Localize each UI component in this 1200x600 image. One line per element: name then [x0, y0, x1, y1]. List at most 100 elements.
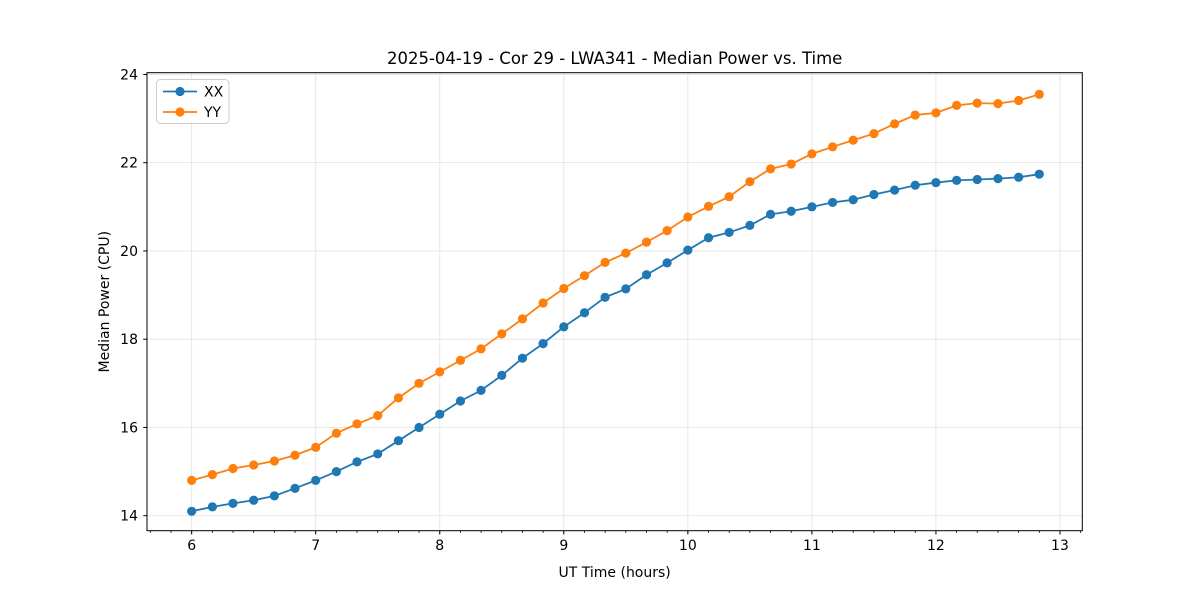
data-point — [352, 419, 362, 429]
data-point — [600, 292, 610, 302]
data-point — [890, 119, 900, 129]
y-tick-label: 20 — [120, 244, 138, 260]
data-point — [683, 245, 693, 255]
data-point — [972, 174, 982, 185]
data-point — [497, 370, 507, 380]
data-point — [952, 100, 962, 110]
gridlines — [147, 72, 1083, 531]
data-point — [290, 483, 300, 493]
data-point — [228, 463, 238, 474]
chart-title: 2025-04-19 - Cor 29 - LWA341 - Median Po… — [387, 49, 842, 68]
data-point — [1014, 172, 1024, 182]
data-point — [724, 192, 734, 202]
legend-label: XX — [204, 85, 224, 101]
data-point — [910, 110, 920, 120]
data-point — [828, 197, 838, 208]
data-point — [559, 322, 569, 332]
data-point — [662, 226, 672, 236]
data-point — [393, 436, 404, 446]
data-point — [435, 367, 445, 377]
data-point — [435, 409, 445, 419]
x-axis-label: UT Time (hours) — [559, 565, 671, 581]
data-point — [890, 185, 900, 195]
data-point — [869, 128, 879, 139]
data-point — [414, 378, 424, 388]
data-point — [538, 339, 548, 349]
data-point — [972, 98, 982, 108]
data-point — [786, 206, 796, 216]
data-point — [455, 396, 466, 406]
data-point — [414, 422, 424, 433]
data-point — [517, 314, 528, 324]
data-point — [641, 237, 652, 247]
data-point — [641, 270, 652, 280]
data-point — [931, 108, 941, 118]
y-tick-label: 18 — [120, 332, 138, 348]
x-tick-label: 11 — [803, 538, 821, 554]
data-point — [621, 284, 631, 294]
data-point — [476, 385, 486, 395]
series-yy — [187, 89, 1044, 485]
data-point — [393, 393, 404, 403]
data-point — [228, 498, 238, 508]
data-point — [207, 502, 217, 512]
data-point — [455, 355, 466, 365]
data-point — [786, 159, 796, 169]
data-point — [249, 460, 259, 470]
legend-marker — [175, 107, 185, 117]
data-point — [476, 344, 486, 354]
data-point — [373, 410, 383, 421]
data-point — [745, 220, 755, 230]
y-axis: 14 16 18 20 22 24 — [120, 67, 147, 525]
data-point — [807, 202, 817, 212]
data-point — [1014, 95, 1024, 106]
data-point — [848, 195, 858, 205]
data-point — [683, 212, 693, 222]
data-point — [373, 449, 383, 459]
series-xx — [187, 169, 1044, 516]
data-point — [931, 177, 941, 188]
x-axis: 6 7 8 9 10 11 12 13 — [149, 530, 1082, 554]
data-point — [538, 298, 548, 308]
x-tick-label: 6 — [187, 538, 196, 554]
legend-item-xx: XX — [163, 85, 224, 101]
data-point — [559, 283, 569, 294]
y-tick-label: 14 — [120, 509, 138, 525]
data-point — [910, 180, 920, 190]
data-point — [993, 98, 1003, 109]
legend-label: YY — [203, 105, 222, 121]
y-tick-label: 16 — [120, 420, 138, 436]
data-point — [517, 353, 528, 363]
data-point — [187, 506, 197, 516]
data-point — [724, 227, 734, 238]
data-point — [745, 177, 755, 187]
data-point — [331, 466, 342, 477]
data-point — [497, 329, 507, 339]
data-point — [703, 201, 714, 211]
x-tick-label: 10 — [679, 538, 697, 554]
data-point — [1034, 169, 1044, 179]
data-point — [703, 233, 714, 243]
y-axis-label: Median Power (CPU) — [97, 231, 113, 373]
data-point — [765, 209, 776, 219]
y-tick-label: 22 — [120, 156, 138, 172]
legend-marker — [175, 86, 185, 97]
data-point — [621, 248, 631, 258]
data-point — [600, 257, 610, 268]
data-point — [187, 475, 197, 485]
legend: XX YY — [156, 79, 230, 124]
data-point — [1034, 89, 1044, 99]
plot-border — [146, 72, 1083, 532]
data-point — [311, 442, 321, 452]
data-point — [579, 308, 590, 318]
data-point — [207, 470, 217, 480]
data-point — [290, 450, 300, 460]
data-point — [269, 456, 279, 466]
y-tick-label: 24 — [120, 67, 138, 83]
data-point — [352, 457, 362, 467]
x-tick-label: 13 — [1051, 538, 1069, 554]
data-point — [993, 174, 1003, 184]
legend-item-yy: YY — [163, 105, 222, 121]
